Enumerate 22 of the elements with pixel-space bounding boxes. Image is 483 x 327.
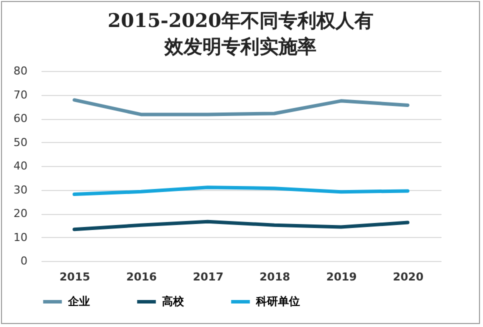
line-series <box>72 98 410 116</box>
y-tick-label: 20 <box>14 207 28 220</box>
y-tick-label: 50 <box>14 136 28 149</box>
line-series <box>72 220 410 232</box>
legend-label: 高校 <box>162 294 185 308</box>
x-tick-label: 2020 <box>392 270 424 284</box>
x-tick-label: 2015 <box>60 270 90 284</box>
y-tick-label: 80 <box>14 64 28 78</box>
y-tick-label: 70 <box>14 88 28 102</box>
x-tick-label: 2017 <box>192 270 224 284</box>
y-tick-label: 60 <box>14 112 28 125</box>
x-tick-label: 2016 <box>126 270 158 284</box>
legend-label: 科研单位 <box>255 294 300 308</box>
line-series <box>72 186 410 196</box>
chart-title: 2015-2020年不同专利权人有效发明专利实施率 <box>106 9 374 60</box>
y-tick-label: 0 <box>20 254 28 268</box>
legend-label: 企业 <box>67 294 90 308</box>
x-tick-label: 2018 <box>260 270 290 284</box>
y-tick-label: 30 <box>14 183 28 196</box>
x-tick-label: 2019 <box>326 270 357 284</box>
y-tick-label: 10 <box>14 230 28 244</box>
y-tick-label: 40 <box>14 160 28 172</box>
